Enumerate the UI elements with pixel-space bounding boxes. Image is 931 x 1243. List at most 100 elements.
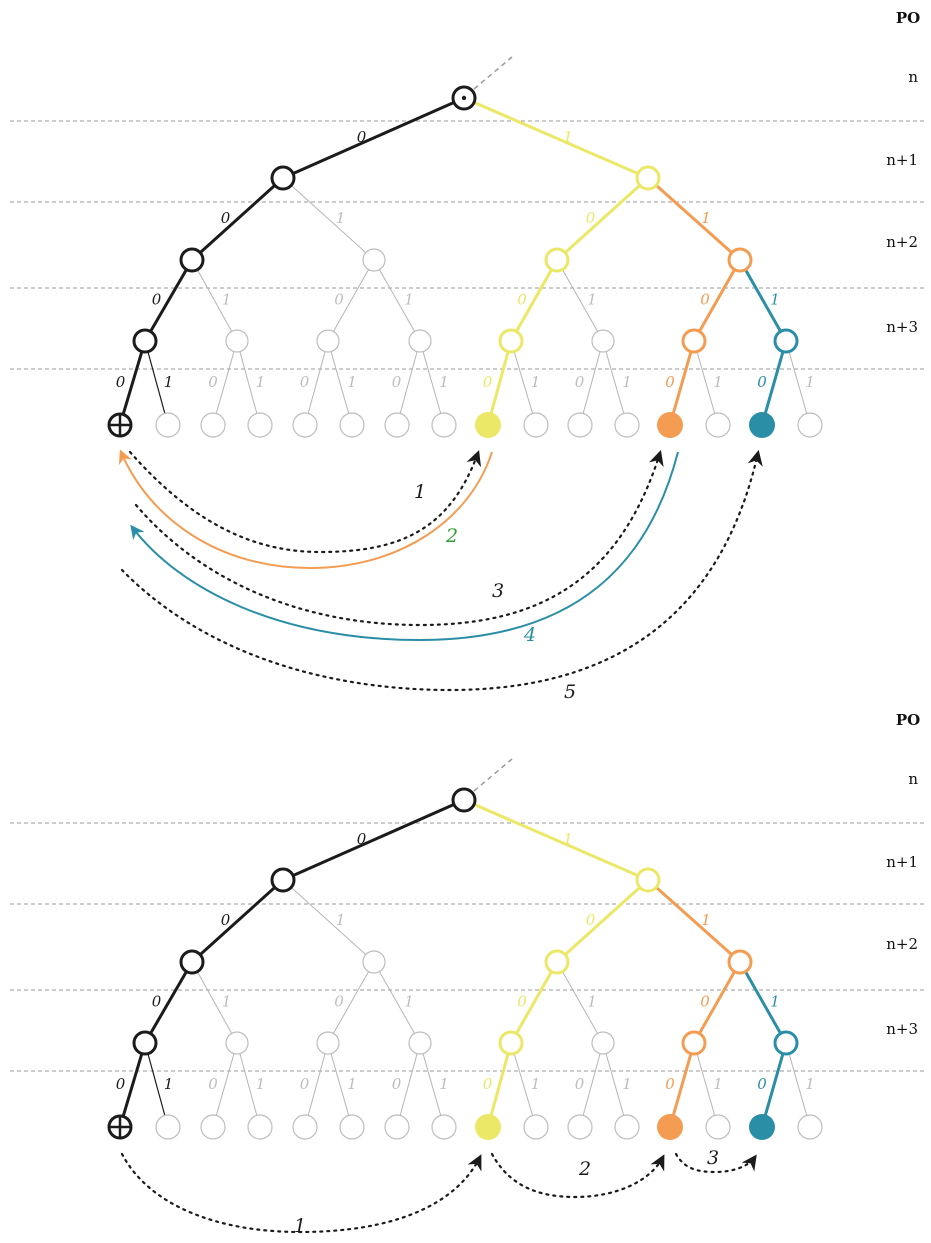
tree-edge [143,961,194,1044]
edge-label: 0 [483,373,493,391]
edge-label: 1 [805,1075,815,1093]
tree-node [591,1031,615,1055]
tree-edge [282,798,465,882]
edge-label: 1 [587,993,597,1011]
tree-edge [373,961,421,1044]
edge-label: 0 [665,1075,675,1093]
tree-edge [693,340,719,426]
step-label: 1 [414,481,426,503]
tree-edge [282,879,375,963]
tree-edge [486,1042,513,1128]
leaf-node [797,1114,823,1140]
edge-label: 1 [770,993,780,1011]
edge-label: 1 [563,128,573,146]
leaf-node [339,412,365,438]
edge-label: 1 [622,373,632,391]
edge-label: 1 [164,1075,174,1093]
edge-label: 0 [517,291,527,309]
edge-label: 0 [357,128,367,146]
step-label: 1 [294,1215,306,1237]
leaf-node [200,412,226,438]
edge-label: 0 [757,373,767,391]
tree-edge [373,259,421,342]
leaf-node [155,412,181,438]
leaf-node [155,1114,181,1140]
edge-label: 1 [256,373,266,391]
leaf-node [614,412,640,438]
edge-label: 0 [334,291,344,309]
tree-edge [785,340,811,426]
edge-label: 1 [347,373,357,391]
leaf-node [431,1114,457,1140]
edge-label: 1 [701,209,711,227]
tree-node [635,867,661,893]
level-label: n+3 [886,1020,918,1038]
edge-label: 0 [357,830,367,848]
tree-edge [190,878,285,964]
tree-edge [510,1042,537,1128]
edge-label: 1 [563,830,573,848]
tree-edge [236,340,261,426]
tree-node [591,329,615,353]
edge-label: 0 [586,209,596,227]
leaf-node [247,412,273,438]
tree-edge [463,96,649,180]
step-arrow-4 [130,451,679,642]
leaf-node [523,1114,549,1140]
tree-edge [555,878,650,964]
step-arrow-3 [674,1152,757,1174]
tree-node [362,950,386,974]
edge-label: 1 [587,291,597,309]
edge-label: 0 [116,1075,126,1093]
edge-label: 0 [392,373,402,391]
edge-label: 0 [208,1075,218,1093]
tree-edge [236,1042,261,1128]
level-label: n+2 [886,233,918,251]
edge-label: 0 [300,373,310,391]
edge-label: 0 [575,373,585,391]
tree-node [408,329,432,353]
parent-link-stub [473,758,513,792]
edge-label: 1 [713,1075,723,1093]
edge-label: 0 [517,993,527,1011]
tree-edge [304,340,329,426]
edge-label: 0 [208,373,218,391]
step-arrow-1 [128,450,482,554]
step-label: 5 [564,681,576,703]
tree-edge [144,340,169,426]
edge-label: 0 [221,209,231,227]
edge-label: 0 [334,993,344,1011]
tree-node [544,949,570,975]
edge-label: 1 [404,291,414,309]
tree-node [316,329,340,353]
edge-label: 1 [347,1075,357,1093]
tree-node [408,1031,432,1055]
step-label: 4 [523,624,536,646]
teal-leaf [749,412,775,438]
edge-label: 1 [439,1075,449,1093]
edge-label: 0 [300,1075,310,1093]
tree-edge [692,961,742,1044]
tree-edge [556,961,604,1044]
orange-leaf [657,1114,683,1140]
tree-edge [396,340,421,426]
edge-label: 1 [622,1075,632,1093]
tree-node [179,247,205,273]
level-label: n+1 [886,151,918,169]
edge-label: 1 [531,1075,541,1093]
edge-label: 0 [757,1075,767,1093]
edge-label: 1 [531,373,541,391]
tree-edge [396,1042,421,1128]
tree-edge [579,340,604,426]
step-arrow-2 [490,1152,665,1199]
orange-leaf [657,412,683,438]
tree-edge [143,259,194,342]
tree-edge [738,961,788,1044]
edge-label: 1 [256,1075,266,1093]
leaf-node [567,412,593,438]
tree-node [635,165,661,191]
yellow-leaf [475,1114,501,1140]
step-label: 3 [492,580,504,602]
edge-label: 1 [713,373,723,391]
tree-edge [785,1042,811,1128]
